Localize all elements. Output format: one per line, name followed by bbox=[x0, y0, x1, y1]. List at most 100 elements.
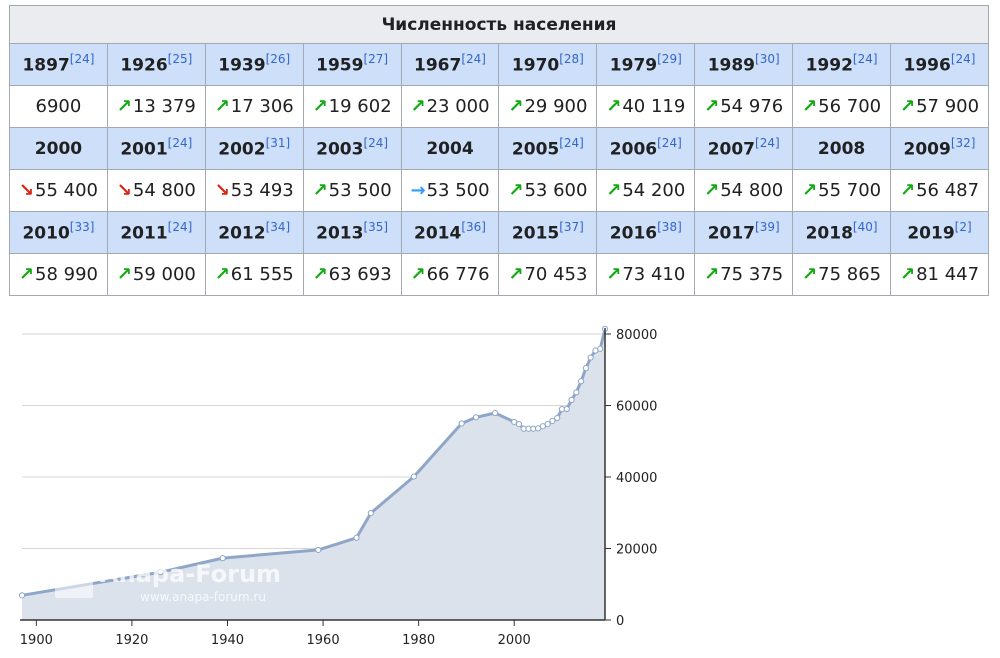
trend-up-icon: ↗ bbox=[606, 264, 622, 285]
x-tick-label: 1940 bbox=[211, 633, 244, 648]
population-value: 53 500 bbox=[426, 180, 490, 201]
value-cell: ↘53 493 bbox=[204, 169, 304, 212]
reference-link[interactable]: [24] bbox=[559, 136, 584, 151]
year-label: 1979 bbox=[609, 55, 658, 76]
year-row: 1897[24] 1926[25] 1939[26] 1959[27] 1967[24]… bbox=[9, 43, 989, 86]
reference-link[interactable]: [39] bbox=[755, 220, 780, 235]
population-table-body: 1897[24] 1926[25] 1939[26] 1959[27] 1967[24]… bbox=[9, 43, 989, 296]
value-cell: ↗23 000 bbox=[400, 85, 500, 128]
watermark-name: Anapa-Forum bbox=[100, 560, 281, 588]
reference-link[interactable]: [36] bbox=[461, 220, 486, 235]
value-cell: ↗13 379 bbox=[106, 85, 206, 128]
reference-link[interactable]: [27] bbox=[363, 52, 389, 67]
trend-up-icon: ↗ bbox=[312, 96, 328, 117]
year-cell: 2018[40] bbox=[792, 211, 892, 254]
reference-link[interactable]: [28] bbox=[559, 52, 584, 67]
value-cell: ↗59 000 bbox=[106, 253, 206, 296]
reference-link[interactable]: [32] bbox=[950, 136, 976, 151]
reference-link[interactable]: [24] bbox=[950, 52, 976, 67]
reference-link[interactable]: [24] bbox=[363, 136, 389, 151]
year-cell: 2004 bbox=[400, 127, 500, 170]
year-label: 2016 bbox=[609, 223, 658, 244]
year-cell: 2016[38] bbox=[596, 211, 696, 254]
year-label: 2011 bbox=[120, 223, 168, 244]
reference-link[interactable]: [33] bbox=[69, 220, 95, 235]
year-cell: 1967[24] bbox=[400, 43, 500, 86]
population-value: 17 306 bbox=[230, 96, 294, 117]
value-cell: ↘54 800 bbox=[106, 169, 206, 212]
value-cell: ↗53 500 bbox=[302, 169, 402, 212]
population-value: 56 487 bbox=[916, 180, 980, 201]
population-value: 55 400 bbox=[35, 180, 98, 201]
population-value: 73 410 bbox=[622, 264, 686, 285]
year-label: 2010 bbox=[22, 223, 70, 244]
year-label: 1897 bbox=[22, 55, 70, 76]
year-cell: 2001[24] bbox=[106, 127, 206, 170]
value-cell: ↗17 306 bbox=[204, 85, 304, 128]
reference-link[interactable]: [38] bbox=[657, 220, 682, 235]
year-cell: 1959[27] bbox=[302, 43, 402, 86]
year-label: 2009 bbox=[903, 139, 951, 160]
reference-link[interactable]: [31] bbox=[265, 136, 291, 151]
year-label: 2017 bbox=[707, 223, 756, 244]
data-point bbox=[582, 365, 589, 372]
value-cell: ↗40 119 bbox=[596, 85, 696, 128]
data-point bbox=[18, 592, 26, 599]
reference-link[interactable]: [40] bbox=[852, 220, 878, 235]
year-cell: 2017[39] bbox=[694, 211, 794, 254]
population-value: 55 700 bbox=[818, 180, 882, 201]
reference-link[interactable]: [24] bbox=[755, 136, 780, 151]
year-cell: 2014[36] bbox=[400, 211, 500, 254]
reference-link[interactable]: [25] bbox=[167, 52, 193, 67]
trend-up-icon: ↗ bbox=[18, 264, 34, 285]
trend-up-icon: ↗ bbox=[802, 180, 818, 201]
reference-link[interactable]: [30] bbox=[755, 52, 780, 67]
year-label: 1992 bbox=[805, 55, 853, 76]
data-point bbox=[219, 555, 226, 562]
trend-up-icon: ↗ bbox=[899, 264, 916, 285]
reference-link[interactable]: [24] bbox=[167, 220, 193, 235]
reference-link[interactable]: [24] bbox=[852, 52, 878, 67]
data-point bbox=[472, 414, 480, 421]
population-value: 19 602 bbox=[328, 96, 392, 117]
data-point bbox=[410, 473, 417, 480]
reference-link[interactable]: [2] bbox=[954, 220, 972, 235]
x-tick-labels: 1900 1920 1940 1960 1980 2000 bbox=[20, 620, 531, 648]
trend-up-icon: ↗ bbox=[802, 264, 818, 285]
data-point bbox=[353, 534, 360, 541]
reference-link[interactable]: [35] bbox=[363, 220, 389, 235]
trend-up-icon: ↗ bbox=[312, 180, 328, 201]
reference-link[interactable]: [26] bbox=[265, 52, 291, 67]
trend-up-icon: ↗ bbox=[899, 96, 916, 117]
data-points bbox=[18, 325, 609, 599]
data-point bbox=[563, 405, 570, 413]
population-value: 13 379 bbox=[132, 96, 196, 117]
value-cell: ↗54 800 bbox=[694, 169, 794, 212]
value-cell: ↗56 487 bbox=[890, 169, 989, 212]
year-label: 2007 bbox=[707, 139, 756, 160]
population-value: 56 700 bbox=[818, 96, 882, 117]
reference-link[interactable]: [24] bbox=[167, 136, 193, 151]
year-cell: 2006[24] bbox=[596, 127, 696, 170]
reference-link[interactable]: [29] bbox=[657, 52, 682, 67]
year-cell: 1897[24] bbox=[9, 43, 108, 86]
trend-up-icon: ↗ bbox=[606, 180, 622, 201]
trend-down-icon: ↘ bbox=[18, 180, 34, 201]
reference-link[interactable]: [24] bbox=[69, 52, 95, 67]
reference-link[interactable]: [24] bbox=[657, 136, 682, 151]
year-cell: 2009[32] bbox=[890, 127, 989, 170]
reference-link[interactable]: [24] bbox=[461, 52, 486, 67]
population-value: 6900 bbox=[35, 96, 82, 117]
trend-up-icon: ↗ bbox=[410, 96, 426, 117]
trend-down-icon: ↘ bbox=[214, 180, 230, 201]
trend-up-icon: ↗ bbox=[508, 264, 524, 285]
reference-link[interactable]: [34] bbox=[265, 220, 291, 235]
year-label: 1926 bbox=[120, 55, 168, 76]
reference-link[interactable]: [37] bbox=[559, 220, 584, 235]
trend-up-icon: ↗ bbox=[704, 264, 720, 285]
population-value: 54 800 bbox=[132, 180, 196, 201]
value-cell: ↗70 453 bbox=[498, 253, 598, 296]
value-cell: ↗81 447 bbox=[890, 253, 989, 296]
year-cell: 2015[37] bbox=[498, 211, 598, 254]
trend-up-icon: ↗ bbox=[214, 264, 230, 285]
